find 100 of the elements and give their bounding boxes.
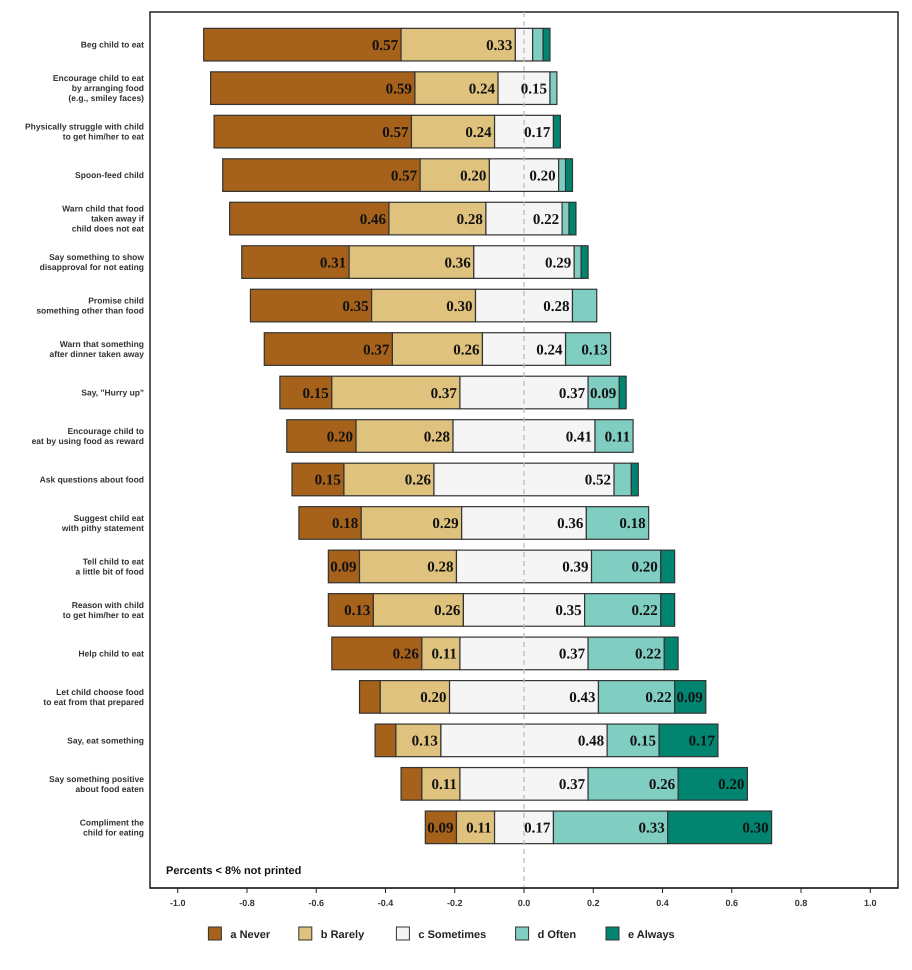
data-label: 0.13 [581, 342, 608, 358]
data-label: 0.20 [529, 168, 556, 184]
data-label: 0.24 [536, 342, 564, 358]
y-tick-label: Let child choose food to eat from that prepared [43, 686, 144, 707]
data-label: 0.15 [302, 386, 329, 402]
y-tick-label: Say, "Hurry up" [81, 387, 144, 398]
legend-label: a Never [230, 928, 271, 941]
x-tick-label: 0.8 [794, 898, 808, 908]
data-label: 0.37 [363, 342, 390, 358]
y-tick-label: Encourage child to eat by arranging food (e.g., smiley faces) [52, 73, 144, 104]
y-tick-label: Say, eat something [67, 735, 144, 746]
data-label: 0.29 [544, 255, 572, 272]
data-label: 0.11 [432, 646, 457, 663]
y-tick-label: Say something positive about food eaten [49, 774, 144, 794]
data-label: 0.26 [453, 342, 480, 358]
data-label: 0.09 [590, 386, 616, 402]
x-tick-label: 0.0 [518, 898, 530, 908]
data-label: 0.35 [342, 298, 369, 315]
data-label: 0.11 [604, 429, 630, 446]
y-tick-label: Say something to show disapproval for not eating [40, 252, 144, 272]
y-tick-label: Reason with child to get him/her to eat [62, 600, 144, 620]
y-tick-label: Tell child to eat a little bit of food [76, 556, 144, 576]
data-label: 0.15 [520, 81, 547, 98]
data-label: 0.22 [635, 646, 662, 663]
data-label: 0.17 [524, 820, 551, 837]
data-label: 0.20 [460, 168, 486, 184]
data-label: 0.26 [392, 646, 420, 663]
data-label: 0.33 [638, 820, 665, 837]
data-label: 0.15 [630, 734, 656, 750]
data-label: 0.37 [558, 386, 586, 402]
legend-label: d Often [538, 928, 576, 941]
data-label: 0.17 [524, 124, 551, 141]
data-label: 0.37 [430, 386, 458, 402]
data-label: 0.52 [584, 472, 612, 489]
data-label: 0.43 [569, 690, 596, 706]
y-tick-label: Encourage child to eat by using food as reward [32, 426, 144, 446]
x-tick-label: -0.6 [308, 898, 324, 908]
y-tick-label: Help child to eat [78, 648, 144, 658]
data-label: 0.28 [424, 429, 450, 446]
data-label: 0.26 [404, 472, 432, 489]
x-tick-label: -0.4 [378, 898, 394, 908]
data-label: 0.24 [465, 124, 492, 141]
data-label: 0.37 [558, 646, 586, 663]
annotation: Percents < 8% not printed [166, 865, 302, 877]
legend-label: e Always [628, 928, 675, 941]
data-label: 0.48 [578, 734, 604, 750]
x-tick-label: 1.0 [864, 898, 877, 908]
x-tick-label: 0.4 [656, 898, 669, 908]
data-label: 0.13 [412, 734, 438, 750]
y-tick-label: Spoon-feed child [75, 170, 144, 180]
x-tick-label: -1.0 [170, 898, 186, 908]
y-tick-label: Suggest child eat with pithy statement [60, 512, 144, 533]
data-label: 0.28 [427, 560, 454, 576]
data-label: 0.15 [314, 472, 341, 489]
data-label: 0.22 [645, 690, 672, 706]
data-label: 0.20 [326, 429, 354, 446]
data-label: 0.22 [632, 603, 658, 620]
data-label: 0.57 [372, 38, 399, 54]
y-tick-label: Warn child that food taken away if child does not eat [62, 204, 144, 234]
data-label: 0.33 [486, 38, 512, 54]
data-label: 0.11 [432, 777, 457, 794]
data-label: 0.39 [562, 560, 589, 576]
y-tick-label: Beg child to eat [80, 40, 144, 50]
data-label: 0.37 [558, 777, 586, 794]
y-tick-label: Physically struggle with child to get him/her to eat [24, 122, 144, 142]
y-tick-label: Ask questions about food [40, 474, 144, 484]
data-label: 0.18 [619, 516, 646, 532]
data-label: 0.20 [632, 560, 658, 576]
data-label: 0.57 [390, 168, 418, 184]
data-label: 0.59 [386, 81, 412, 98]
data-label: 0.35 [555, 603, 582, 620]
data-label: 0.18 [332, 516, 358, 532]
data-label: 0.13 [344, 603, 370, 620]
data-label: 0.22 [532, 212, 560, 228]
y-tick-label: Compliment the child for eating [80, 817, 144, 838]
x-tick-label: -0.2 [446, 898, 462, 908]
data-label: 0.41 [566, 429, 592, 446]
data-label: 0.09 [676, 690, 703, 706]
data-label: 0.26 [434, 603, 461, 620]
x-tick-label: -0.8 [239, 898, 255, 908]
data-label: 0.09 [330, 560, 357, 576]
data-label: 0.11 [466, 820, 492, 837]
y-tick-label: Warn that something after dinner taken away [50, 339, 144, 360]
data-label: 0.20 [420, 690, 447, 706]
data-label: 0.30 [446, 298, 473, 315]
data-label: 0.31 [320, 255, 346, 272]
data-label: 0.26 [648, 777, 676, 794]
data-label: 0.28 [543, 298, 570, 315]
legend-label: b Rarely [320, 928, 366, 941]
x-tick-label: 0.2 [587, 898, 600, 908]
data-label: 0.30 [742, 820, 769, 837]
data-label: 0.46 [360, 212, 386, 228]
y-tick-label: Promise child something other than food [36, 296, 144, 316]
data-label: 0.29 [432, 516, 459, 532]
data-label: 0.28 [456, 212, 483, 228]
data-label: 0.57 [382, 124, 409, 141]
legend-label: c Sometimes [418, 928, 486, 941]
x-tick-label: 0.6 [726, 898, 738, 908]
data-label: 0.36 [557, 516, 584, 532]
data-label: 0.09 [427, 820, 454, 837]
